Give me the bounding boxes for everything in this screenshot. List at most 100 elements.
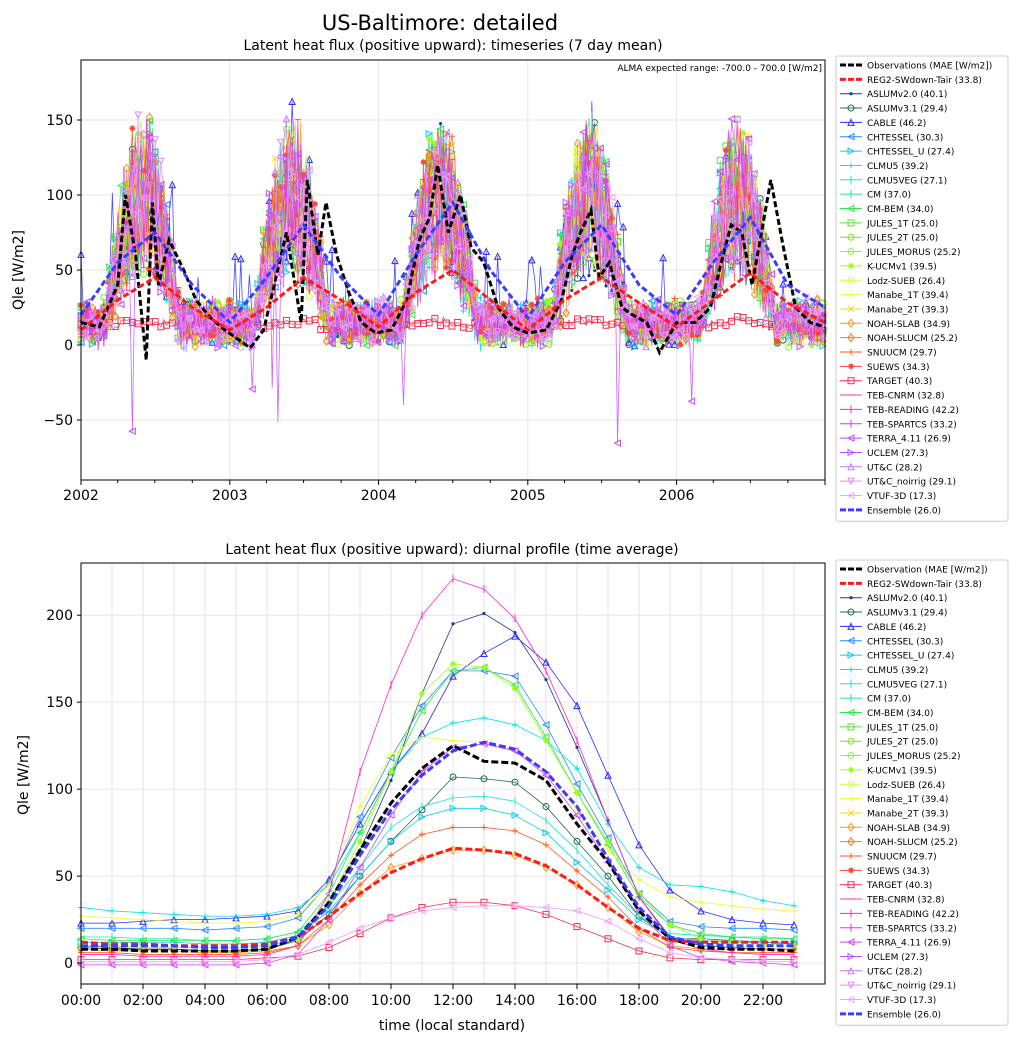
timeseries-legend-marker-suews-34-3: [848, 363, 854, 370]
timeseries-marker-noah-slab-34-9: [573, 138, 582, 149]
timeseries-marker-uclem-27-3: [174, 322, 183, 331]
diurnal-marker-target-40-3: [542, 910, 550, 918]
diurnal-xtick-label: 10:00: [371, 993, 411, 1009]
timeseries-marker-noah-slucm-25-2: [425, 149, 433, 160]
timeseries-marker-ut-c-noirrig-29-1: [322, 298, 331, 306]
timeseries-marker-suews-34-3: [329, 316, 336, 323]
timeseries-legend-marker-manabe-2t-39-3: [847, 305, 855, 313]
timeseries-marker-suews-34-3: [557, 258, 564, 265]
diurnal-legend-marker-suews-34-3: [848, 867, 854, 874]
diurnal-xtick-label: 22:00: [743, 993, 783, 1009]
timeseries-marker-uclem-27-3: [277, 209, 285, 217]
diurnal-marker-vtuf-3d-17-3: [634, 934, 643, 943]
timeseries-marker-k-ucmv1-39-5: [431, 140, 438, 147]
timeseries-marker-terra-4-11-26-9: [482, 332, 490, 340]
timeseries-marker-vtuf-3d-17-3: [453, 243, 462, 251]
timeseries-marker-k-ucmv1-39-5: [740, 130, 747, 137]
timeseries-marker-uclem-27-3: [579, 200, 588, 209]
timeseries-marker-ut-c-noirrig-29-1: [168, 299, 177, 307]
timeseries-marker-target-40-3: [556, 318, 564, 326]
diurnal-legend-label-aslumv2-0-40-1: ASLUMv2.0 (40.1): [867, 594, 947, 604]
timeseries-marker-vtuf-3d-17-3: [94, 326, 102, 335]
diurnal-line-snuucm-29-7: [81, 827, 794, 955]
timeseries-marker-target-40-3: [151, 318, 159, 326]
timeseries-legend-label-aslumv2-0-40-1: ASLUMv2.0 (40.1): [867, 90, 947, 100]
timeseries-marker-ut-c-noirrig-29-1: [722, 195, 730, 204]
timeseries-marker-ut-c-noirrig-29-1: [391, 308, 399, 317]
timeseries-marker-cable-46-2: [282, 256, 291, 265]
timeseries-marker-snuucm-29-7: [671, 295, 678, 302]
diurnal-marker-cm-bem-34-0: [107, 936, 116, 945]
diurnal-series: [76, 574, 799, 969]
timeseries-marker-ut-c-noirrig-29-1: [499, 329, 508, 337]
timeseries-marker-uclem-27-3: [414, 232, 422, 241]
timeseries-marker-ut-c-28-2: [471, 308, 479, 316]
timeseries-marker-ut-c-noirrig-29-1: [259, 298, 268, 307]
timeseries-marker-suews-34-3: [197, 313, 204, 320]
diurnal-marker-clmu5-39-2: [729, 888, 735, 895]
timeseries-marker-uclem-27-3: [465, 271, 474, 280]
timeseries-marker-uclem-27-3: [163, 215, 171, 223]
timeseries-marker-vtuf-3d-17-3: [185, 313, 193, 322]
diurnal-marker-snuucm-29-7: [543, 841, 549, 848]
timeseries-marker-cable-46-2: [528, 255, 536, 264]
timeseries-marker-ut-c-28-2: [647, 313, 656, 321]
timeseries-marker-ut-c-noirrig-29-1: [362, 304, 371, 313]
diurnal-marker-manabe-1t-39-4: [450, 737, 456, 744]
timeseries-marker-suews-34-3: [312, 200, 319, 207]
diurnal-marker-cable-46-2: [728, 915, 736, 924]
timeseries-marker-vtuf-3d-17-3: [607, 193, 616, 202]
timeseries-legend-marker-lodz-sueb-26-4: [847, 276, 855, 284]
diurnal-marker-snuucm-29-7: [512, 827, 518, 834]
timeseries-marker-k-ucmv1-39-5: [123, 179, 130, 186]
diurnal-marker-cable-46-2: [542, 658, 550, 666]
timeseries-legend-marker-cm-bem-34-0: [846, 204, 855, 213]
diurnal-ticks: 0 50 100 150 200 00:00 02:00 04:00 06:00 08:00 10:…: [46, 608, 783, 1009]
timeseries-marker-manabe-1t-39-4: [329, 303, 336, 310]
timeseries-marker-vtuf-3d-17-3: [476, 308, 485, 316]
timeseries-marker-k-ucmv1-39-5: [523, 316, 530, 323]
timeseries-marker-terra-4-11-26-9: [316, 257, 325, 265]
diurnal-legend-marker-cm-bem-34-0: [846, 708, 855, 717]
timeseries-marker-vtuf-3d-17-3: [265, 261, 273, 270]
timeseries-marker-vtuf-3d-17-3: [601, 211, 610, 219]
timeseries-marker-ut-c-28-2: [790, 314, 799, 323]
diurnal-marker-k-ucmv1-39-5: [574, 789, 580, 796]
diurnal-series-aslumv2-0-40-1: [79, 611, 796, 953]
timeseries-marker-vtuf-3d-17-3: [293, 193, 302, 202]
timeseries-marker-vtuf-3d-17-3: [596, 150, 604, 159]
timeseries-marker-chtessel-30-3: [601, 245, 610, 254]
timeseries-marker-clmu5-39-2: [460, 307, 467, 314]
diurnal-marker-aslumv3-1-29-4: [573, 837, 581, 845]
diurnal-marker-vtuf-3d-17-3: [789, 957, 798, 966]
diurnal-legend-marker-aslumv2-0-40-1: [849, 596, 853, 600]
timeseries-marker-ut-c-28-2: [379, 292, 388, 301]
diurnal-marker-manabe-1t-39-4: [729, 902, 735, 909]
timeseries-marker-ut-c-28-2: [431, 252, 439, 261]
timeseries-marker-vtuf-3d-17-3: [482, 327, 490, 336]
timeseries-marker-cable-46-2: [236, 254, 245, 263]
diurnal-series-clmu5-39-2: [78, 714, 797, 920]
diurnal-marker-manabe-1t-39-4: [760, 906, 766, 913]
timeseries-marker-uclem-27-3: [671, 314, 679, 323]
timeseries-marker-ut-c-noirrig-29-1: [819, 335, 827, 344]
timeseries-marker-target-40-3: [454, 318, 462, 326]
diurnal-legend-label-vtuf-3d-17-3: VTUF-3D (17.3): [867, 996, 936, 1006]
timeseries-marker-ut-c-28-2: [459, 265, 468, 273]
diurnal-marker-snuucm-29-7: [357, 881, 363, 888]
diurnal-line-k-ucmv1-39-5: [81, 663, 795, 948]
timeseries-marker-ut-c-28-2: [779, 304, 787, 313]
timeseries-marker-ut-c-noirrig-29-1: [796, 317, 804, 326]
diurnal-legend-label-chtessel-u-27-4: CHTESSEL_U (27.4): [867, 652, 954, 662]
diurnal-xtick-label: 02:00: [123, 993, 163, 1009]
diurnal-legend-label-reg2-swdown-tair-33-8: REG2-SWdown-Tair (33.8): [867, 580, 982, 590]
diurnal-legend-marker-ut-c-noirrig-29-1: [847, 981, 855, 990]
diurnal-ytick-label: 0: [64, 956, 73, 972]
timeseries-marker-noah-slucm-25-2: [111, 311, 119, 322]
diurnal-marker-terra-4-11-26-9: [324, 915, 333, 924]
diurnal-marker-k-ucmv1-39-5: [481, 664, 487, 671]
timeseries-marker-suews-34-3: [563, 239, 570, 246]
diurnal-legend-label-snuucm-29-7: SNUUCM (29.7): [867, 853, 937, 863]
timeseries-marker-ut-c-28-2: [185, 313, 194, 322]
timeseries-marker-ut-c-28-2: [453, 178, 462, 187]
